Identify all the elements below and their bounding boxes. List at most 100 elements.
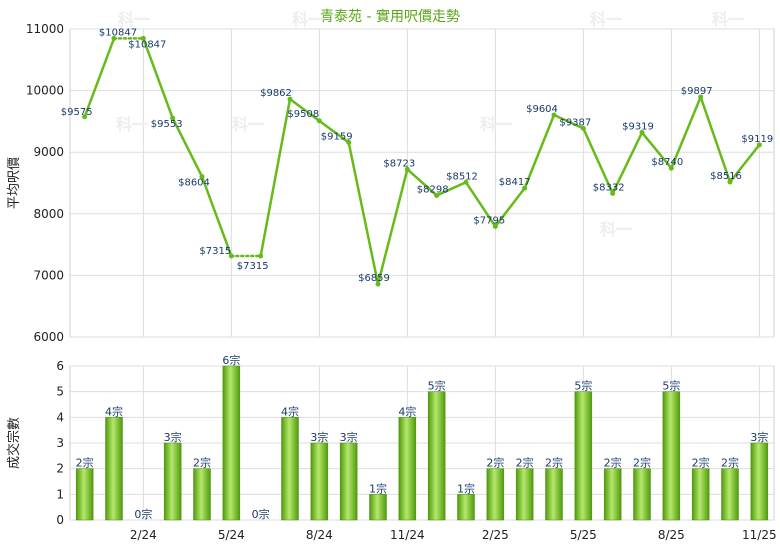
volume-bar[interactable] — [574, 391, 593, 521]
volume-data-label: 2宗 — [633, 456, 651, 470]
price-line-segment — [259, 97, 292, 258]
volume-bar[interactable] — [691, 468, 710, 521]
volume-bar[interactable] — [603, 468, 622, 521]
x-tick-label: 5/24 — [218, 528, 245, 542]
volume-bar[interactable] — [281, 417, 299, 521]
price-point[interactable] — [140, 35, 146, 41]
price-point[interactable] — [756, 142, 762, 148]
price-data-label: $8417 — [499, 177, 531, 188]
price-data-label: $7315 — [199, 246, 231, 257]
price-data-label: $8604 — [178, 178, 210, 189]
price-line-segment — [406, 168, 438, 197]
price-line-segment — [347, 141, 380, 286]
price-point[interactable] — [639, 130, 645, 136]
x-tick-label: 2/25 — [482, 528, 509, 542]
volume-y-axis-label: 成交宗數 — [6, 417, 22, 469]
price-line-segment — [582, 127, 614, 195]
price-data-label: $8516 — [710, 171, 742, 182]
price-point[interactable] — [199, 174, 205, 180]
volume-data-label: 2宗 — [692, 456, 710, 470]
price-y-tick-label: 10000 — [26, 84, 64, 98]
price-data-label: $9897 — [681, 86, 713, 97]
volume-data-label: 2宗 — [76, 456, 94, 470]
volume-bar[interactable] — [633, 468, 651, 521]
volume-bar[interactable] — [457, 494, 475, 521]
volume-bar[interactable] — [193, 468, 211, 521]
volume-bar[interactable] — [75, 468, 94, 521]
watermark-text: 科一 — [118, 10, 150, 29]
price-data-label: $8723 — [383, 158, 415, 169]
watermark-text: 科一 — [712, 10, 744, 29]
x-tick-label: 11/25 — [742, 528, 777, 542]
volume-y-tick-label: 0 — [56, 513, 64, 527]
price-point[interactable] — [111, 35, 117, 41]
price-point[interactable] — [492, 223, 498, 229]
price-point[interactable] — [375, 281, 381, 287]
price-line-segment — [171, 116, 204, 178]
price-y-tick-label: 6000 — [33, 330, 64, 344]
volume-data-label: 3宗 — [340, 430, 358, 444]
price-line-segment — [200, 175, 233, 258]
price-point[interactable] — [316, 118, 322, 124]
price-data-label: $9387 — [559, 117, 591, 128]
volume-data-label: 2宗 — [193, 456, 211, 470]
price-data-label: $9862 — [260, 88, 292, 99]
price-point[interactable] — [551, 112, 557, 118]
volume-y-tick-label: 2 — [56, 462, 64, 476]
price-point[interactable] — [727, 179, 733, 185]
volume-bar[interactable] — [222, 365, 241, 521]
price-point[interactable] — [610, 190, 616, 196]
volume-bar[interactable] — [163, 442, 182, 521]
volume-bar[interactable] — [486, 468, 505, 521]
price-point[interactable] — [463, 179, 469, 185]
volume-bar[interactable] — [310, 442, 329, 521]
volume-bar[interactable] — [427, 391, 446, 521]
volume-bar[interactable] — [105, 417, 123, 521]
price-y-tick-label: 8000 — [33, 207, 64, 221]
price-data-label: $7795 — [473, 215, 505, 226]
price-data-label: $9553 — [151, 119, 183, 130]
price-point[interactable] — [698, 94, 704, 100]
price-point[interactable] — [522, 185, 528, 191]
price-point[interactable] — [228, 253, 234, 259]
price-line-segment — [728, 143, 761, 184]
volume-bar[interactable] — [750, 442, 769, 521]
price-point[interactable] — [668, 165, 674, 171]
volume-data-label: 4宗 — [398, 404, 416, 418]
volume-bar[interactable] — [339, 442, 358, 521]
price-point[interactable] — [287, 96, 293, 102]
price-data-label: $10847 — [99, 27, 137, 38]
price-point[interactable] — [346, 139, 352, 145]
volume-data-label: 2宗 — [721, 456, 739, 470]
volume-bar[interactable] — [515, 468, 534, 521]
volume-data-label: 0宗 — [134, 507, 152, 521]
price-data-label: $9575 — [61, 107, 93, 118]
price-point[interactable] — [434, 192, 440, 198]
price-line-segment — [670, 95, 702, 170]
price-data-label: $9159 — [321, 131, 353, 142]
volume-bar[interactable] — [721, 468, 739, 521]
price-point[interactable] — [82, 114, 88, 120]
volume-bar[interactable] — [662, 391, 681, 521]
volume-data-label: 5宗 — [574, 379, 592, 393]
price-point[interactable] — [580, 125, 586, 131]
price-point[interactable] — [258, 253, 264, 259]
price-line-segment — [523, 113, 556, 190]
x-tick-label: 8/25 — [658, 528, 685, 542]
volume-data-label: 4宗 — [105, 404, 123, 418]
volume-data-label: 1宗 — [369, 481, 387, 495]
price-data-label: $8740 — [651, 157, 683, 168]
watermark-text: 科一 — [116, 115, 148, 134]
watermark-text: 科一 — [590, 10, 622, 29]
watermark-text: 科一 — [600, 220, 632, 239]
price-point[interactable] — [170, 115, 176, 121]
volume-data-label: 4宗 — [281, 404, 299, 418]
volume-data-label: 3宗 — [164, 430, 182, 444]
volume-bar[interactable] — [545, 468, 563, 521]
volume-bar[interactable] — [398, 417, 417, 521]
volume-bar[interactable] — [369, 494, 387, 521]
price-point[interactable] — [404, 166, 410, 172]
price-y-tick-label: 7000 — [33, 268, 64, 282]
watermark-text: 科一 — [232, 115, 264, 134]
